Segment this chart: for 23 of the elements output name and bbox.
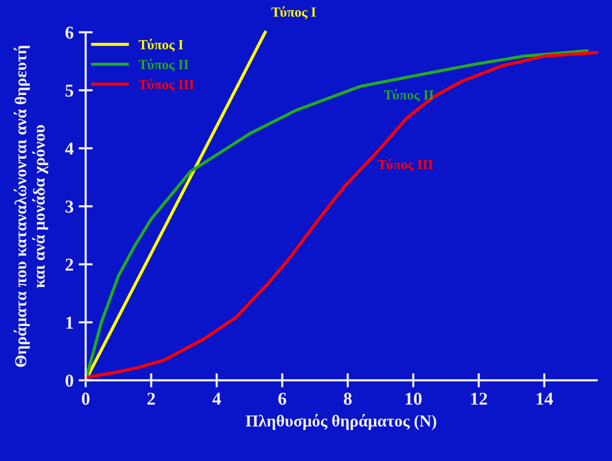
legend-label: Τύπος II <box>138 58 188 72</box>
y-tick-label: 3 <box>66 200 74 213</box>
x-tick-label: 0 <box>82 392 90 405</box>
legend-label: Τύπος III <box>138 78 194 92</box>
x-tick-label: 4 <box>212 392 221 405</box>
x-tick-label: 12 <box>471 392 488 405</box>
y-tick-label: 4 <box>65 142 74 155</box>
y-tick-label: 5 <box>66 84 74 97</box>
x-tick-label: 10 <box>406 392 422 405</box>
x-tick-label: 8 <box>344 392 352 405</box>
y-tick-label: 0 <box>66 374 74 387</box>
y-tick-label: 2 <box>66 258 74 271</box>
y-tick-label: 1 <box>66 316 73 329</box>
y-tick-label: 6 <box>65 26 74 39</box>
annotation: Τύπος II <box>384 89 434 102</box>
x-tick-label: 14 <box>536 392 553 405</box>
x-tick-label: 2 <box>147 392 155 405</box>
legend-label: Τύπος I <box>138 38 184 52</box>
annotation: Τύπος III <box>378 158 433 172</box>
x-tick-label: 6 <box>278 392 286 405</box>
text: Τύπος I <box>271 6 316 20</box>
x-axis-title: Πληθυσμός θηράματος (Ν) <box>246 414 436 430</box>
y-axis-title: Θηράματα που καταναλώνονται ανά θηρευτή και ανά μονάδα χρόνου <box>14 46 48 367</box>
